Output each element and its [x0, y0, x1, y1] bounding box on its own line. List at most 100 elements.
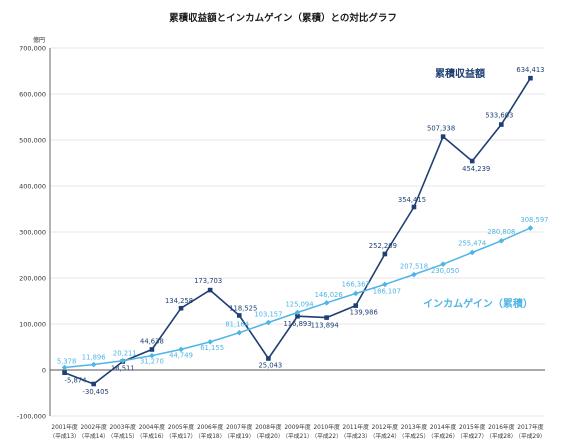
data-point — [353, 303, 359, 308]
data-label: 18,511 — [111, 364, 135, 372]
data-label: 125,094 — [285, 300, 313, 308]
data-label: -5,874 — [65, 377, 87, 385]
series-label-cumulative-return: 累積収益額 — [435, 67, 485, 80]
data-point — [382, 251, 388, 257]
data-label: 44,638 — [140, 337, 164, 345]
x-tick-sublabel: （平成21） — [282, 432, 313, 440]
x-tick-sublabel: （平成22） — [311, 432, 342, 440]
y-tick-label: 700,000 — [19, 44, 46, 52]
data-point — [323, 300, 330, 306]
data-point — [382, 281, 388, 288]
x-tick-sublabel: （平成23） — [340, 432, 371, 440]
x-tick-sublabel: （平成29） — [515, 432, 546, 440]
data-point — [178, 305, 184, 311]
y-axis-ticks: -100,000 0 100,000 200,000 300,000 400,000 500… — [17, 44, 46, 420]
x-tick-label: 2007年度 — [226, 423, 253, 431]
x-tick-label: 2014年度 — [430, 423, 457, 431]
y-tick-label: 500,000 — [19, 136, 46, 144]
data-label: 44,749 — [169, 351, 193, 359]
x-tick-label: 2006年度 — [197, 423, 224, 431]
x-tick-label: 2017年度 — [517, 423, 544, 431]
x-tick-sublabel: （平成19） — [224, 432, 255, 440]
data-label: 255,474 — [458, 239, 486, 247]
x-tick-sublabel: （平成25） — [399, 432, 430, 440]
x-tick-sublabel: （平成16） — [137, 432, 168, 440]
grid — [49, 47, 545, 417]
data-label: 31,270 — [140, 358, 164, 366]
data-label: 103,157 — [254, 311, 282, 319]
data-label: 116,893 — [283, 320, 311, 328]
data-point — [207, 287, 213, 293]
x-tick-sublabel: （平成28） — [486, 432, 517, 440]
data-label: 5,378 — [57, 358, 76, 366]
data-point — [440, 134, 446, 139]
chart-title: 累積収益額とインカムゲイン（累積）との対比グラフ — [169, 12, 397, 24]
y-tick-label: 200,000 — [19, 274, 46, 282]
data-point — [440, 261, 446, 267]
x-tick-sublabel: （平成26） — [428, 432, 459, 440]
x-tick-label: 2011年度 — [343, 423, 370, 431]
y-tick-label: -100,000 — [17, 412, 46, 420]
data-point — [236, 329, 243, 336]
data-label: 308,597 — [520, 216, 548, 224]
x-tick-label: 2010年度 — [313, 423, 340, 431]
data-point — [61, 364, 68, 371]
y-tick-label: 600,000 — [19, 90, 46, 98]
data-label: 230,050 — [431, 267, 459, 275]
x-axis-ticks: 2001年度（平成13）2002年度（平成14）2003年度（平成15）2004… — [49, 423, 545, 440]
data-point — [149, 352, 155, 359]
data-point — [469, 158, 475, 164]
data-point — [90, 361, 97, 368]
data-point — [91, 381, 96, 387]
data-point — [62, 370, 67, 376]
y-tick-label: 400,000 — [19, 182, 46, 190]
x-tick-sublabel: （平成15） — [108, 432, 139, 440]
data-point — [265, 319, 272, 326]
series-line-income-gain — [64, 227, 531, 369]
data-label: 134,258 — [165, 297, 193, 305]
data-label: 280,808 — [487, 228, 515, 236]
x-tick-sublabel: （平成17） — [166, 432, 197, 440]
y-tick-label: 0 — [42, 366, 46, 374]
data-label: 81,164 — [225, 321, 249, 329]
data-point — [266, 356, 271, 361]
data-point — [528, 75, 533, 81]
data-label: 20,211 — [113, 350, 137, 358]
data-label: 533,603 — [485, 112, 513, 120]
data-label: 25,043 — [258, 361, 282, 369]
x-tick-label: 2008年度 — [255, 423, 282, 431]
data-label: 173,703 — [194, 277, 222, 285]
x-tick-sublabel: （平成24） — [370, 432, 401, 440]
x-tick-label: 2005年度 — [168, 423, 195, 431]
data-label: 634,413 — [516, 66, 544, 74]
data-label: 61,155 — [200, 344, 224, 352]
x-tick-label: 2016年度 — [488, 423, 515, 431]
x-tick-label: 2003年度 — [110, 423, 137, 431]
data-point — [411, 271, 417, 278]
x-tick-label: 2004年度 — [139, 423, 166, 431]
x-tick-label: 2001年度 — [51, 423, 78, 431]
data-point — [499, 122, 504, 127]
data-point — [352, 290, 359, 297]
data-point — [149, 347, 155, 352]
x-tick-label: 2002年度 — [80, 423, 107, 431]
data-point — [178, 346, 184, 353]
data-label: 166,367 — [342, 280, 370, 288]
x-tick-sublabel: （平成13） — [49, 432, 80, 440]
data-label: 252,209 — [369, 242, 397, 250]
series-line-cumulative-return — [64, 77, 532, 385]
x-tick-sublabel: （平成14） — [78, 432, 109, 440]
x-tick-sublabel: （平成27） — [457, 432, 488, 440]
data-label: 507,338 — [427, 125, 455, 133]
x-tick-sublabel: （平成20） — [253, 432, 284, 440]
data-label: 139,986 — [350, 309, 378, 317]
data-label: 207,518 — [400, 263, 428, 271]
x-tick-label: 2013年度 — [401, 423, 428, 431]
y-tick-label: 300,000 — [19, 228, 46, 236]
data-label: -30,405 — [83, 388, 109, 396]
series-label-income-gain: インカムゲイン（累積） — [423, 297, 533, 310]
data-point — [498, 238, 505, 244]
x-tick-label: 2009年度 — [284, 423, 311, 431]
data-point — [119, 357, 126, 364]
